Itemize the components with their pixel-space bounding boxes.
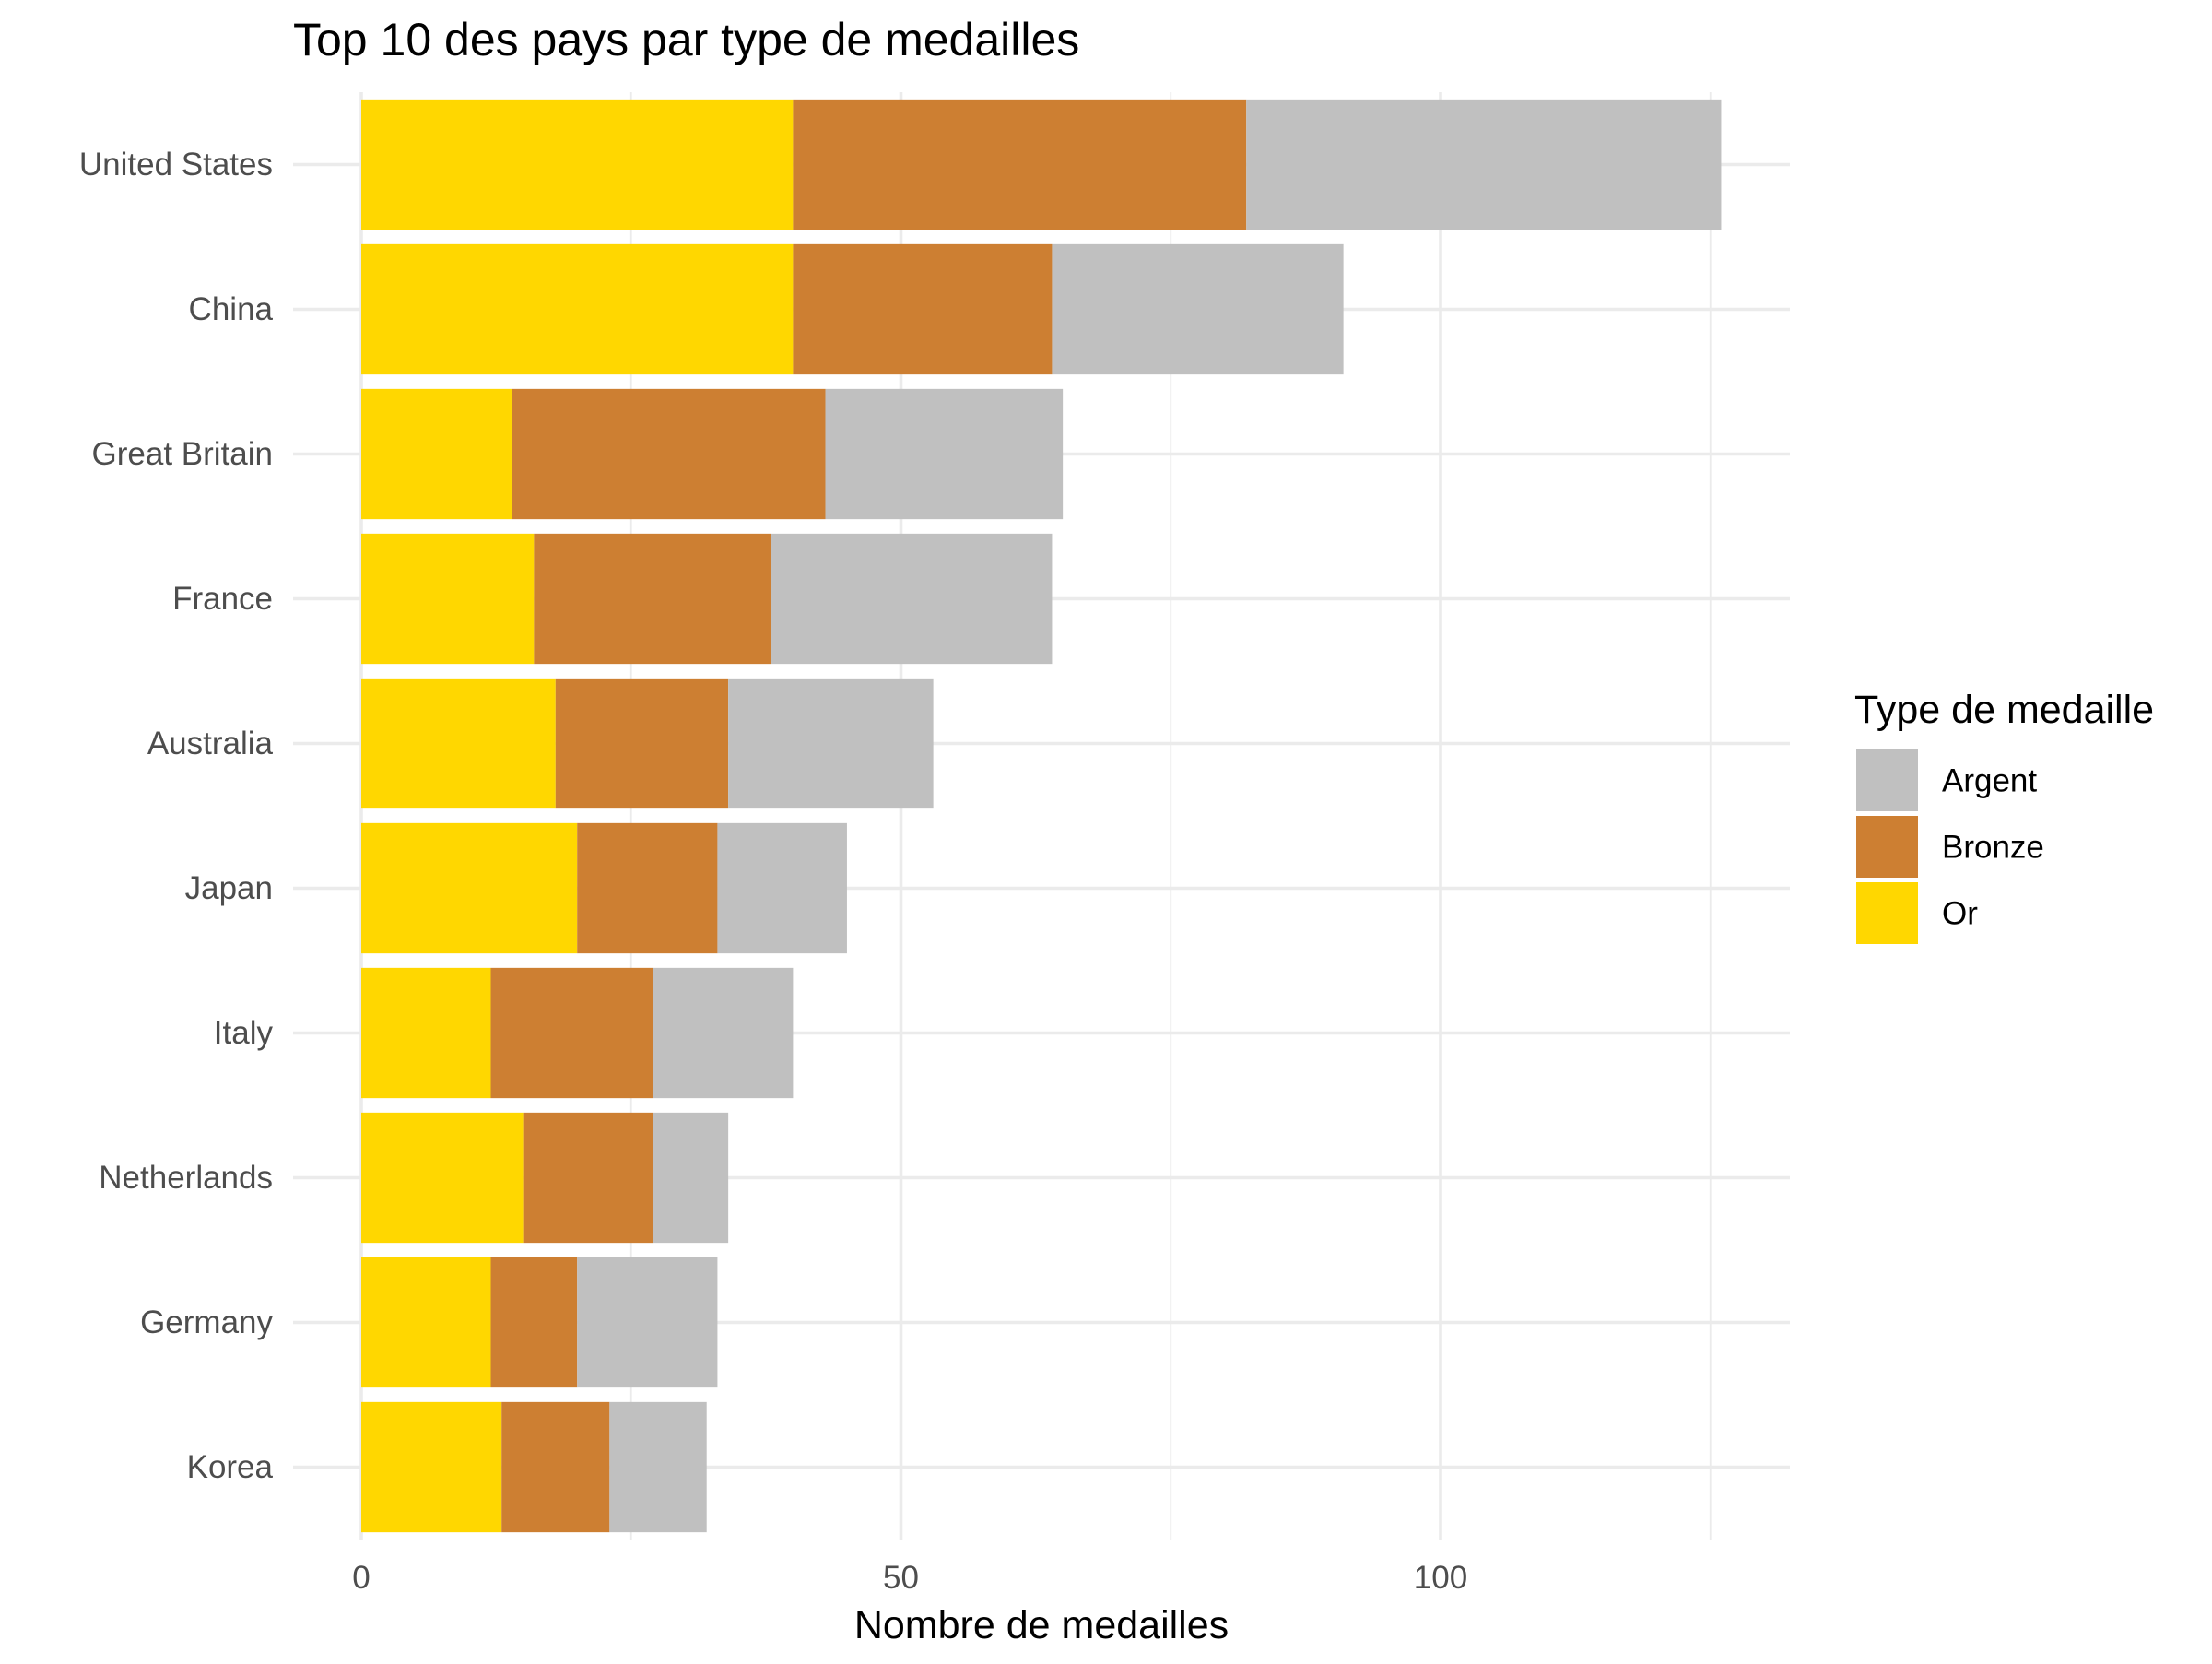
bar-segment bbox=[577, 822, 718, 954]
legend-title: Type de medaille bbox=[1854, 688, 2154, 732]
legend-label: Bronze bbox=[1942, 830, 2044, 866]
x-tick-label: 0 bbox=[352, 1560, 370, 1596]
bar-segment bbox=[361, 1112, 524, 1244]
legend-swatch bbox=[1856, 816, 1918, 878]
y-tick-label: Great Britain bbox=[92, 436, 273, 472]
legend: Type de medaille Argent Bronze Or bbox=[1854, 688, 2154, 944]
legend-label: Argent bbox=[1942, 763, 2037, 799]
bar-segment bbox=[793, 99, 1247, 230]
bar-segment bbox=[361, 967, 491, 1099]
bar-segment bbox=[793, 243, 1053, 375]
legend-items: Argent Bronze Or bbox=[1856, 749, 2044, 944]
bar-segment bbox=[577, 1257, 718, 1388]
bar-segment bbox=[1246, 99, 1722, 230]
bar-segment bbox=[490, 1257, 578, 1388]
x-axis-tick-labels: 0 50 100 bbox=[352, 1560, 1467, 1596]
legend-swatch bbox=[1856, 882, 1918, 944]
y-tick-label: France bbox=[172, 581, 273, 617]
y-tick-label: Netherlands bbox=[99, 1160, 273, 1196]
y-tick-label: Australia bbox=[147, 726, 274, 761]
bar-segment bbox=[512, 388, 826, 520]
chart-title: Top 10 des pays par type de medailles bbox=[293, 14, 1079, 65]
bar-segment bbox=[361, 1257, 491, 1388]
bar-segment bbox=[771, 533, 1053, 665]
y-tick-label: Korea bbox=[187, 1449, 274, 1485]
bar-segment bbox=[361, 99, 794, 230]
bar-segment bbox=[361, 822, 578, 954]
legend-label: Or bbox=[1942, 896, 1978, 932]
y-tick-label: Japan bbox=[185, 870, 273, 906]
y-axis-tick-labels: United States China Great Britain France Aus… bbox=[79, 147, 274, 1485]
bar-segment bbox=[1052, 243, 1344, 375]
bar-segment bbox=[609, 1401, 707, 1533]
x-tick-label: 50 bbox=[883, 1560, 919, 1596]
x-axis-title: Nombre de medailles bbox=[854, 1603, 1229, 1647]
bars-layer bbox=[361, 99, 1722, 1533]
y-tick-label: China bbox=[189, 291, 274, 327]
bar-segment bbox=[653, 1112, 729, 1244]
bar-segment bbox=[361, 1401, 502, 1533]
bar-segment bbox=[534, 533, 771, 665]
y-tick-label: Italy bbox=[214, 1015, 274, 1051]
bar-segment bbox=[717, 822, 847, 954]
y-tick-label: Germany bbox=[140, 1304, 273, 1340]
bar-segment bbox=[361, 678, 556, 809]
bar-segment bbox=[361, 388, 512, 520]
x-tick-label: 100 bbox=[1414, 1560, 1467, 1596]
bar-segment bbox=[728, 678, 934, 809]
bar-segment bbox=[825, 388, 1064, 520]
bar-segment bbox=[490, 967, 653, 1099]
bar-segment bbox=[523, 1112, 653, 1244]
bar-segment bbox=[361, 243, 794, 375]
y-tick-label: United States bbox=[79, 147, 273, 183]
legend-swatch bbox=[1856, 749, 1918, 811]
bar-segment bbox=[653, 967, 794, 1099]
bar-segment bbox=[361, 533, 535, 665]
bar-segment bbox=[501, 1401, 610, 1533]
bar-segment bbox=[555, 678, 729, 809]
